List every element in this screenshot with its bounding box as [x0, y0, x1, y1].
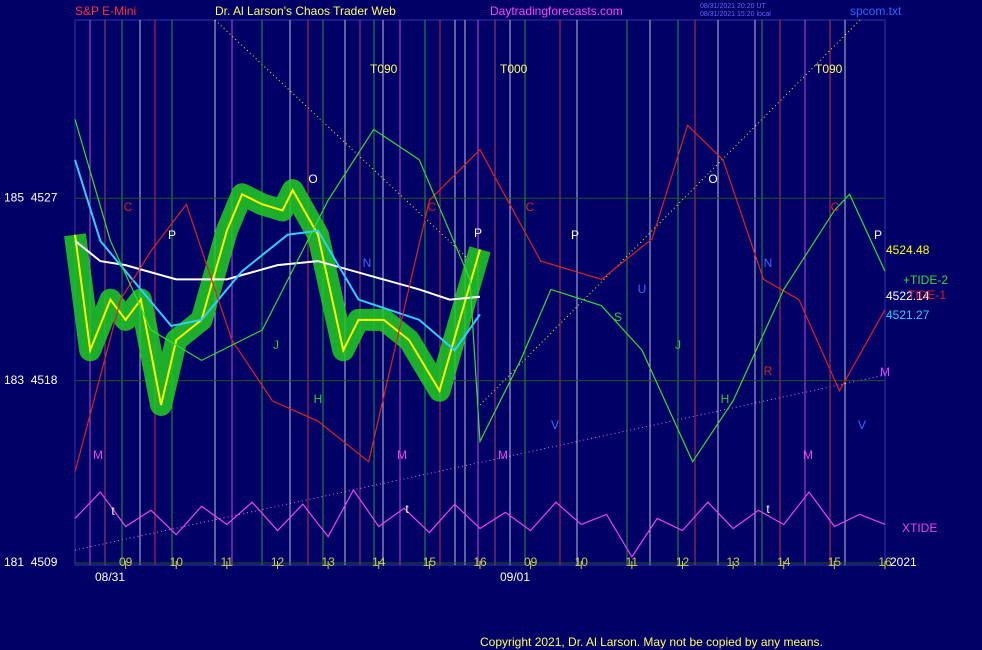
y-tick-label: 181 4509 — [4, 555, 58, 569]
x-tick-label: 13 — [321, 555, 335, 569]
annotation: t — [111, 504, 115, 518]
x-tick-label: 10 — [170, 555, 184, 569]
x-tick-label: 11 — [221, 555, 234, 569]
annotation: t — [405, 502, 409, 516]
annotation: U — [638, 282, 647, 296]
header-site: Daytradingforecasts.com — [490, 4, 623, 18]
series-line — [74, 488, 886, 559]
annotation: N — [363, 256, 372, 270]
series-line — [74, 119, 886, 463]
annotation: O — [708, 172, 717, 186]
annotation: M — [498, 448, 508, 462]
date-label: 08/31 — [95, 570, 125, 584]
annotation: P — [571, 228, 579, 242]
last-value-label: 4524.48 — [886, 243, 930, 257]
x-tick-label: 10 — [575, 555, 589, 569]
annotation: M — [880, 365, 890, 379]
annotation: T000 — [500, 62, 528, 76]
annotation: M — [93, 448, 103, 462]
y-tick-label: 185 4527 — [4, 190, 58, 204]
annotation: H — [721, 392, 730, 406]
annotation: T090 — [815, 62, 843, 76]
annotation: C — [831, 200, 840, 214]
legend-label: XTIDE — [902, 521, 937, 535]
x-tick-label: 14 — [372, 555, 386, 569]
annotation: J — [273, 338, 279, 352]
legend-label: TIDE-1 — [908, 288, 946, 302]
series-line — [74, 124, 886, 472]
y-tick-label: 183 4518 — [4, 373, 58, 387]
annotation: N — [764, 256, 773, 270]
x-tick-label: 12 — [676, 555, 690, 569]
legend-label: +TIDE-2 — [903, 273, 948, 287]
header-file: spcom.txt — [850, 4, 902, 18]
series-line — [74, 240, 481, 301]
annotation: C — [124, 200, 133, 214]
annotation: T090 — [370, 62, 398, 76]
copyright: Copyright 2021, Dr. Al Larson. May not b… — [480, 635, 823, 649]
x-tick-label: 12 — [271, 555, 285, 569]
x-tick-label: 16 — [473, 555, 487, 569]
annotation: P — [168, 228, 176, 242]
annotation: O — [308, 172, 317, 186]
annotation: C — [526, 200, 535, 214]
annotation: C — [428, 200, 437, 214]
annotation: H — [314, 392, 323, 406]
x-tick-label: 13 — [726, 555, 740, 569]
annotation: M — [803, 448, 813, 462]
x-tick-label: 16 — [878, 555, 892, 569]
annotation: V — [858, 418, 866, 432]
annotation: P — [874, 228, 882, 242]
x-tick-label: 14 — [777, 555, 791, 569]
year-label: 2021 — [890, 555, 917, 569]
last-value-label: 4521.27 — [886, 308, 930, 322]
annotation: t — [766, 502, 770, 516]
stamp-local: 08/31/2021 15:20 local — [700, 11, 771, 18]
x-tick-label: 15 — [423, 555, 437, 569]
trendline — [214, 19, 481, 271]
x-tick-label: 09 — [524, 555, 538, 569]
annotation: R — [764, 364, 773, 378]
annotation: J — [675, 338, 681, 352]
header-title: Dr. Al Larson's Chaos Trader Web — [215, 4, 396, 18]
annotation: M — [397, 448, 407, 462]
date-label: 09/01 — [500, 570, 530, 584]
x-tick-label: 15 — [828, 555, 842, 569]
header-left: S&P E-Mini — [75, 4, 136, 18]
annotation: V — [551, 418, 559, 432]
x-tick-label: 09 — [119, 555, 133, 569]
stamp-ut: 08/31/2021 20:20 UT — [700, 3, 766, 10]
series-line — [74, 188, 481, 406]
annotation: P — [474, 226, 482, 240]
last-value-label: 4522.14 — [886, 289, 930, 303]
x-tick-label: 11 — [626, 555, 639, 569]
annotation: S — [614, 310, 622, 324]
